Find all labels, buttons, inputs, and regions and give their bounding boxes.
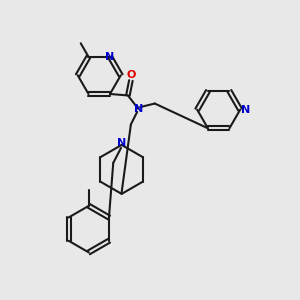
- Text: O: O: [126, 70, 136, 80]
- Text: N: N: [105, 52, 115, 62]
- Text: N: N: [117, 138, 126, 148]
- Text: N: N: [241, 105, 250, 115]
- Text: N: N: [134, 104, 143, 114]
